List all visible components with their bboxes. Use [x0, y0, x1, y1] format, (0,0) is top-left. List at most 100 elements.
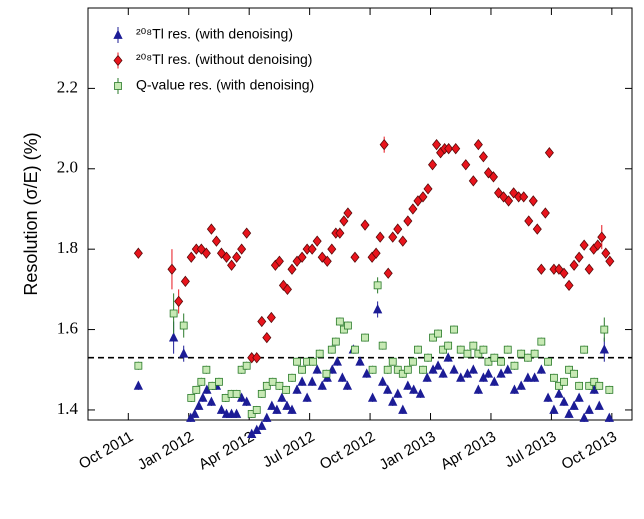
data-point [211, 235, 221, 247]
data-point [584, 404, 594, 414]
data-point [424, 353, 432, 362]
data-point [422, 372, 432, 382]
data-point [594, 400, 604, 410]
data-point [484, 357, 493, 366]
data-point [216, 404, 227, 414]
data-point [206, 396, 217, 406]
data-point [403, 365, 412, 374]
data-point [600, 325, 609, 334]
data-point [231, 408, 242, 418]
data-point [307, 243, 317, 255]
data-point [335, 227, 345, 239]
data-point [434, 329, 442, 338]
y-tick-label: 1.6 [57, 318, 78, 337]
data-point [297, 251, 307, 263]
y-axis-label: Resolution (σ/E) (%) [21, 132, 41, 295]
data-point [408, 203, 418, 215]
data-point [344, 321, 352, 330]
data-point [432, 139, 442, 151]
data-point [489, 376, 499, 386]
data-point [560, 377, 568, 386]
legend-marker [113, 54, 123, 67]
data-point [293, 357, 301, 366]
data-point [479, 345, 488, 354]
data-point [339, 325, 348, 334]
data-point [496, 368, 506, 378]
data-point [564, 279, 574, 291]
data-point [408, 357, 417, 366]
data-point [327, 243, 337, 255]
data-point [516, 380, 526, 390]
data-point [473, 139, 483, 151]
data-point [373, 281, 382, 290]
data-point [468, 175, 478, 187]
legend-label: ²⁰⁸Tl res. (without denoising) [136, 51, 312, 67]
data-point [519, 191, 529, 203]
data-point [368, 365, 377, 374]
data-point [536, 364, 546, 374]
data-point [549, 404, 559, 414]
data-point [478, 151, 488, 163]
data-point [503, 345, 512, 354]
data-point [339, 215, 349, 227]
data-point [574, 392, 584, 402]
data-point [601, 247, 611, 259]
data-point [449, 364, 459, 374]
data-point [461, 159, 471, 171]
data-point [418, 191, 428, 203]
data-point [388, 231, 398, 243]
data-point [133, 380, 144, 390]
data-point [179, 321, 188, 330]
data-point [559, 267, 569, 279]
data-point [574, 251, 584, 263]
data-point [179, 348, 189, 358]
data-point [429, 333, 437, 342]
data-point [463, 349, 472, 358]
data-point [222, 251, 232, 263]
data-point [530, 349, 539, 358]
data-point [332, 356, 342, 366]
data-point [372, 304, 383, 314]
data-point [419, 365, 427, 374]
data-point [187, 393, 196, 402]
data-point [192, 385, 201, 394]
data-point [277, 392, 287, 402]
data-point [268, 377, 277, 386]
data-point [444, 143, 454, 155]
data-point [297, 376, 307, 386]
legend-label: Q-value res. (with denoising) [136, 77, 314, 93]
data-point [342, 380, 353, 390]
data-point [257, 420, 267, 430]
data-point [282, 283, 292, 296]
data-point [180, 275, 190, 287]
data-point [367, 392, 378, 402]
data-point [133, 247, 143, 259]
data-point [565, 365, 573, 374]
data-point [469, 341, 478, 350]
data-point [167, 263, 177, 275]
data-point [570, 369, 578, 378]
data-point [423, 183, 433, 195]
data-point [335, 317, 344, 326]
data-point [227, 259, 237, 271]
plot-frame [87, 7, 633, 421]
data-point [312, 235, 322, 247]
data-point [383, 384, 393, 394]
data-point [298, 365, 306, 374]
data-point [388, 396, 398, 406]
data-point [378, 341, 387, 350]
data-point [488, 171, 498, 183]
data-point [456, 345, 465, 354]
data-point [242, 396, 252, 406]
data-point [456, 372, 466, 382]
data-point [201, 247, 211, 259]
data-point [169, 309, 178, 318]
data-point [504, 195, 514, 207]
data-point [398, 235, 408, 247]
data-point [378, 376, 388, 386]
data-point [388, 357, 397, 366]
data-point [327, 345, 336, 354]
data-point [197, 377, 206, 386]
data-point [605, 255, 615, 267]
data-point [555, 381, 563, 390]
